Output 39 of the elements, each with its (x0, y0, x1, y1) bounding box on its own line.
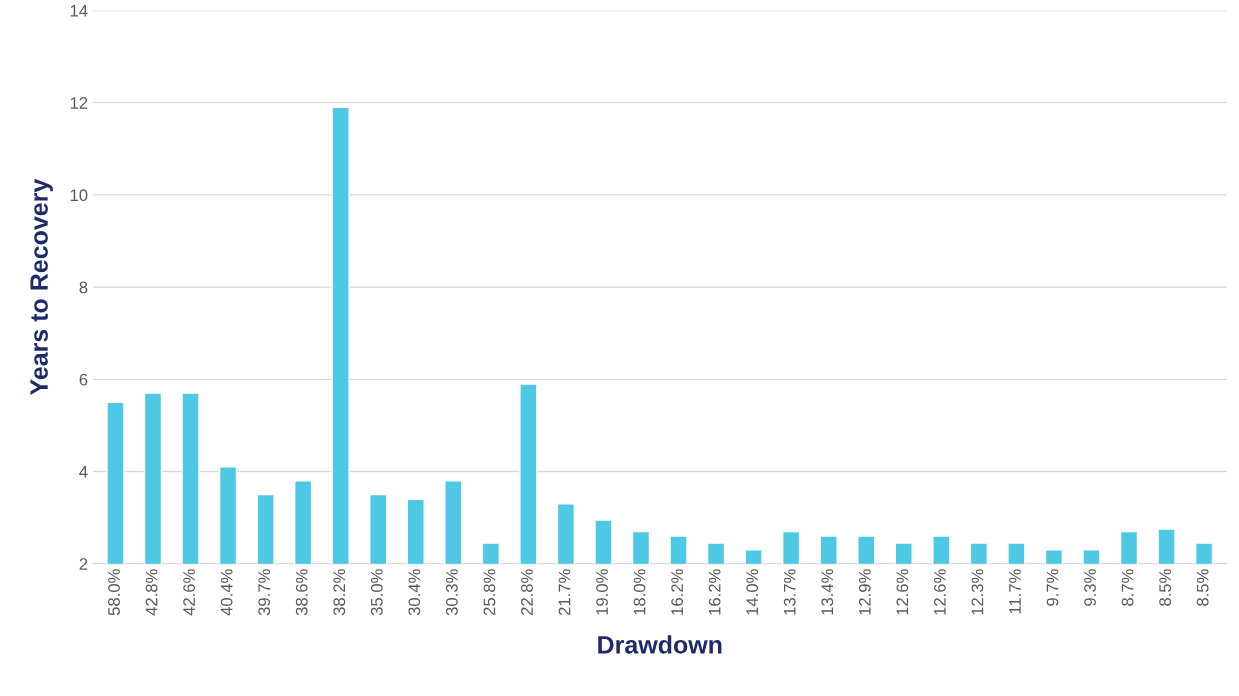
x-tick-label: 30.3% (445, 569, 458, 616)
x-tick-label: 12.6% (896, 569, 909, 615)
x-axis-title: Drawdown (598, 635, 722, 654)
x-tick-label: 13.7% (783, 569, 796, 615)
x-tick-label: 18.0% (633, 569, 646, 615)
x-tick-label: 16.2% (708, 569, 721, 615)
x-tick-label: 8.5% (1196, 569, 1209, 606)
x-tick-label: 13.4% (821, 569, 834, 615)
x-tick-label: 12.9% (858, 569, 871, 615)
y-tick-label: 4 (79, 466, 88, 478)
x-tick-label: 58.0% (108, 569, 120, 616)
x-tick-label: 16.2% (671, 569, 684, 615)
x-tick-label: 11.7% (1009, 569, 1021, 614)
x-tick-label: 38.2% (333, 569, 346, 616)
x-tick-label: 42.6% (183, 569, 195, 616)
x-tick-label: 14.0% (746, 569, 759, 615)
x-tick-label: 9.7% (1046, 569, 1059, 606)
x-tick-label: 39.7% (258, 569, 271, 616)
x-tick-label: 30.4% (408, 569, 421, 616)
y-tick-label: 10 (70, 189, 88, 202)
x-tick-label: 35.0% (370, 569, 383, 616)
y-tick-label: 6 (79, 373, 88, 386)
y-tick-label: 12 (70, 97, 88, 109)
x-tick-label: 12.3% (971, 569, 984, 615)
y-tick-label: 14 (70, 5, 88, 17)
x-tick-label: 38.6% (295, 569, 308, 616)
x-tick-label: 19.0% (596, 569, 608, 615)
x-tick-label: 21.7% (558, 569, 571, 616)
x-tick-label: 42.8% (145, 569, 158, 616)
x-tick-label: 8.5% (1159, 569, 1172, 606)
x-tick-label: 22.8% (521, 569, 533, 616)
x-tick-label: 9.3% (1084, 569, 1096, 606)
x-tick-label: 12.6% (933, 569, 946, 615)
y-axis-title: Years to Recovery (30, 178, 53, 396)
x-tick-label: 8.7% (1121, 569, 1134, 606)
x-tick-label: 40.4% (220, 569, 233, 616)
x-tick-label: 25.8% (483, 569, 496, 616)
y-tick-label: 8 (79, 281, 88, 294)
y-tick-label: 2 (79, 558, 88, 570)
